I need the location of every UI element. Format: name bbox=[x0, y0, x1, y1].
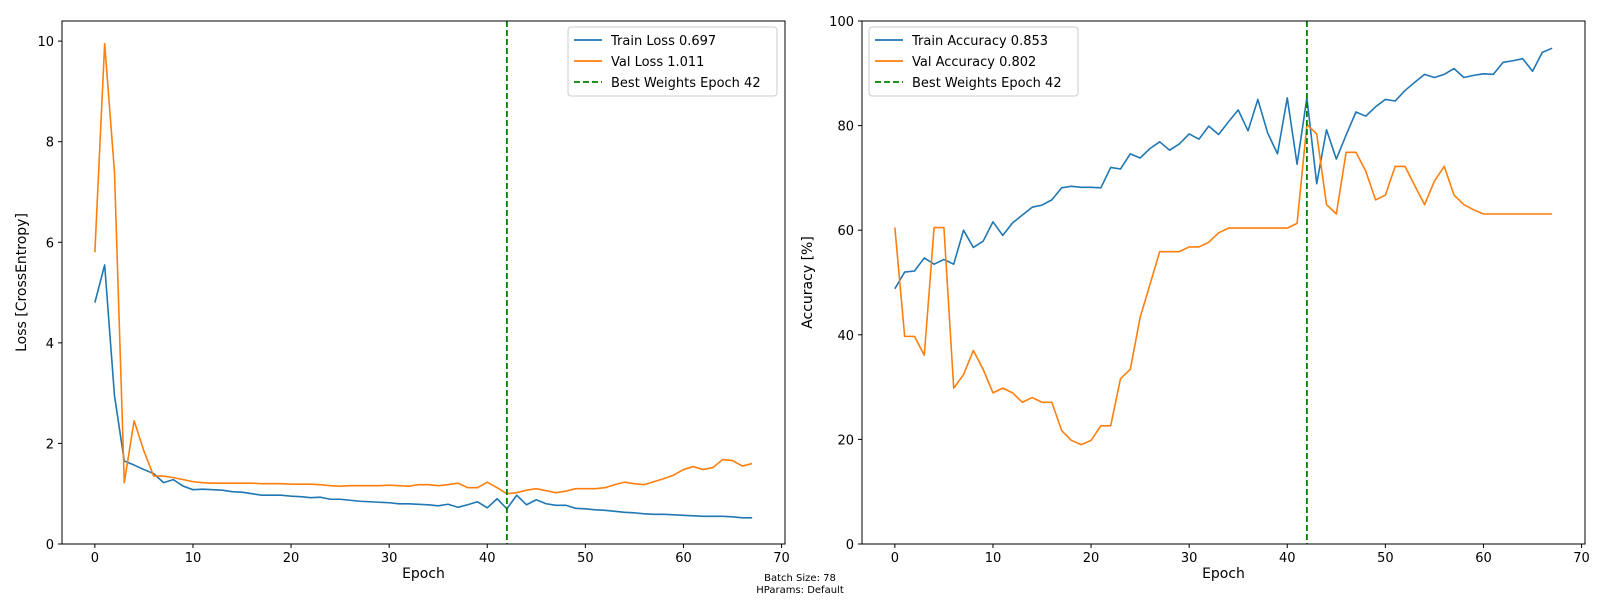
loss-x-tick-label: 70 bbox=[773, 551, 790, 566]
loss-x-tick-label: 20 bbox=[283, 551, 300, 566]
loss-x-tick-label: 50 bbox=[577, 551, 594, 566]
accuracy-x-axis-label: Epoch bbox=[1202, 566, 1245, 582]
accuracy-chart: 0 10 20 30 40 50 60 70 0 20 40 60 80 100 Epoch Accuracy… bbox=[800, 15, 1590, 582]
accuracy-y-tick-label: 80 bbox=[837, 120, 854, 135]
loss-y-tick-label: 4 bbox=[46, 337, 54, 352]
loss-x-tick-label: 60 bbox=[675, 551, 692, 566]
accuracy-x-tick-label: 40 bbox=[1279, 551, 1296, 566]
loss-x-axis-label: Epoch bbox=[402, 566, 445, 582]
hparams-note: HParams: Default bbox=[756, 585, 844, 596]
accuracy-legend-label: Best Weights Epoch 42 bbox=[912, 76, 1062, 91]
accuracy-axes-frame bbox=[861, 20, 1586, 545]
loss-x-tick-label: 0 bbox=[91, 551, 99, 566]
loss-axes-frame bbox=[61, 20, 786, 545]
loss-legend-label: Train Loss 0.697 bbox=[610, 34, 716, 49]
accuracy-x-tick-label: 60 bbox=[1475, 551, 1492, 566]
loss-legend-label: Val Loss 1.011 bbox=[611, 55, 704, 70]
loss-series-1-line bbox=[94, 42, 753, 495]
loss-legend: Train Loss 0.697 Val Loss 1.011 Best Weigh… bbox=[567, 26, 778, 97]
loss-chart: 0 10 20 30 40 50 60 70 0 2 4 6 8 10 Epoch Loss [CrossEn… bbox=[14, 20, 790, 582]
loss-series-0-line bbox=[94, 264, 753, 519]
footnote: Batch Size: 78 HParams: Default bbox=[700, 573, 900, 597]
accuracy-x-tick-label: 0 bbox=[891, 551, 899, 566]
loss-legend-label: Best Weights Epoch 42 bbox=[611, 76, 761, 91]
accuracy-x-tick-label: 20 bbox=[1083, 551, 1100, 566]
accuracy-y-tick-label: 60 bbox=[837, 224, 854, 239]
accuracy-x-tick-label: 70 bbox=[1573, 551, 1590, 566]
loss-x-tick-label: 10 bbox=[185, 551, 202, 566]
loss-x-tick-label: 40 bbox=[479, 551, 496, 566]
accuracy-x-tick-label: 50 bbox=[1377, 551, 1394, 566]
accuracy-series-0-line bbox=[894, 47, 1553, 290]
batch-size-note: Batch Size: 78 bbox=[764, 573, 836, 584]
loss-y-axis-label: Loss [CrossEntropy] bbox=[14, 213, 30, 352]
accuracy-y-tick-label: 100 bbox=[829, 15, 854, 30]
accuracy-legend-box bbox=[868, 26, 1079, 97]
accuracy-legend: Train Accuracy 0.853 Val Accuracy 0.802 Be… bbox=[868, 26, 1079, 97]
loss-x-tick-label: 30 bbox=[381, 551, 398, 566]
accuracy-y-tick-label: 20 bbox=[837, 433, 854, 448]
loss-y-tick-label: 2 bbox=[46, 437, 54, 452]
accuracy-x-tick-label: 10 bbox=[985, 551, 1002, 566]
accuracy-x-tick-label: 30 bbox=[1181, 551, 1198, 566]
loss-y-tick-label: 10 bbox=[37, 35, 54, 50]
accuracy-y-tick-label: 40 bbox=[837, 329, 854, 344]
loss-legend-box bbox=[567, 26, 778, 97]
loss-y-tick-label: 8 bbox=[46, 136, 54, 151]
loss-y-tick-label: 6 bbox=[46, 236, 54, 251]
accuracy-legend-label: Val Accuracy 0.802 bbox=[912, 55, 1036, 70]
accuracy-legend-label: Train Accuracy 0.853 bbox=[911, 34, 1048, 49]
accuracy-series-1-line bbox=[894, 123, 1553, 446]
accuracy-y-axis-label: Accuracy [%] bbox=[800, 236, 816, 329]
loss-y-tick-label: 0 bbox=[46, 538, 54, 553]
accuracy-y-tick-label: 0 bbox=[846, 538, 854, 553]
